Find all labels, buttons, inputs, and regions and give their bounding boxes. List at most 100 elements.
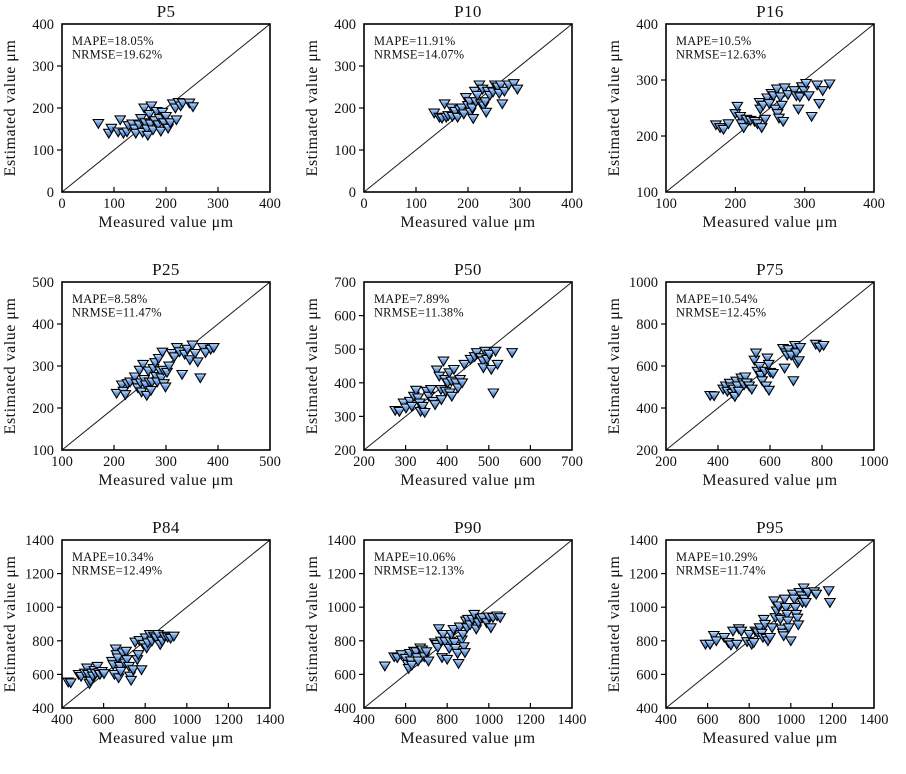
data-point-marker — [485, 364, 498, 376]
y-tick-label: 600 — [636, 359, 658, 375]
y-tick-label: 1400 — [629, 533, 658, 549]
y-tick-label: 1400 — [327, 533, 356, 549]
data-point-marker — [141, 130, 154, 142]
data-point-marker — [511, 84, 524, 95]
x-axis-label: Measured value μm — [400, 472, 535, 489]
x-tick-label: 400 — [707, 454, 729, 470]
x-tick-label: 200 — [655, 454, 677, 470]
data-point-marker — [458, 359, 471, 371]
data-point-marker — [743, 629, 756, 641]
data-point-marker — [451, 648, 464, 660]
x-tick-label: 800 — [436, 712, 458, 728]
x-axis-label: Measured value μm — [400, 730, 535, 747]
data-point-marker — [762, 359, 775, 371]
data-point-marker — [494, 613, 507, 624]
x-tick-label: 400 — [207, 454, 229, 470]
data-points — [92, 98, 200, 142]
data-point-marker — [159, 382, 172, 393]
data-point-marker — [823, 79, 836, 90]
data-point-marker — [778, 363, 791, 374]
subplot-p95: 400 600 800 1000 1200 1400 400 600 800 1000 1200 14… — [606, 518, 889, 747]
y-tick-label: 400 — [334, 376, 356, 392]
x-tick-label: 1000 — [860, 454, 889, 470]
data-points — [704, 339, 830, 403]
y-axis: 200 300 400 500 600 700 — [334, 275, 364, 459]
data-point-marker — [777, 116, 790, 128]
data-point-marker — [418, 407, 431, 419]
x-tick-label: 300 — [794, 196, 816, 212]
y-tick-label: 400 — [636, 401, 658, 417]
nrmse-label: NRMSE=12.49% — [72, 564, 162, 578]
data-point-marker — [483, 349, 496, 361]
data-point-marker — [788, 86, 801, 97]
x-tick-label: 300 — [207, 196, 229, 212]
data-point-marker — [397, 398, 410, 409]
data-point-marker — [378, 661, 391, 672]
y-tick-label: 500 — [334, 342, 356, 358]
x-tick-label: 100 — [405, 196, 427, 212]
data-point-marker — [424, 385, 438, 396]
x-tick-label: 600 — [395, 712, 417, 728]
y-tick-label: 700 — [334, 275, 356, 291]
x-tick-label: 400 — [259, 196, 281, 212]
data-point-marker — [126, 665, 140, 676]
y-tick-label: 300 — [334, 59, 356, 75]
data-point-marker — [778, 83, 791, 94]
y-tick-label: 600 — [636, 667, 658, 683]
subplot-p16: 100 200 300 400 100 200 300 400 P16 Measured valu… — [606, 2, 885, 231]
data-point-marker — [159, 111, 173, 123]
subplot-title: P90 — [454, 518, 482, 537]
data-point-marker — [479, 97, 492, 108]
data-point-marker — [64, 678, 77, 689]
subplot-title: P84 — [152, 518, 180, 537]
data-point-marker — [155, 373, 168, 384]
data-point-marker — [802, 91, 815, 102]
data-point-marker — [489, 346, 502, 358]
data-point-marker — [496, 99, 509, 110]
data-point-marker — [428, 400, 442, 411]
data-point-marker — [114, 666, 127, 678]
data-point-marker — [416, 401, 429, 413]
x-tick-label: 0 — [58, 196, 65, 212]
plot-frame — [363, 281, 573, 451]
mape-label: MAPE=10.34% — [72, 550, 154, 564]
data-point-marker — [156, 347, 169, 358]
y-tick-label: 1200 — [629, 567, 658, 583]
x-axis-label: Measured value μm — [702, 472, 837, 489]
x-axis: 0 100 200 300 400 — [58, 187, 281, 212]
data-point-marker — [817, 340, 830, 352]
subplot-title: P95 — [756, 518, 784, 537]
x-axis-label: Measured value μm — [702, 214, 837, 231]
x-axis: 400 600 800 1000 1200 1400 — [51, 703, 285, 728]
data-point-marker — [792, 620, 805, 631]
data-point-marker — [188, 348, 202, 360]
data-point-marker — [124, 675, 138, 687]
data-point-marker — [175, 369, 189, 381]
y-axis: 100 200 300 400 500 — [32, 275, 62, 459]
data-point-marker — [119, 646, 133, 658]
mape-label: MAPE=10.5% — [676, 34, 751, 48]
data-point-marker — [813, 99, 826, 110]
plot-frame — [363, 539, 573, 709]
data-points — [428, 79, 524, 125]
x-axis: 200 400 600 800 1000 — [655, 445, 889, 470]
data-point-marker — [143, 109, 156, 121]
nrmse-label: NRMSE=12.63% — [676, 48, 766, 62]
x-tick-label: 400 — [863, 196, 885, 212]
data-point-marker — [793, 92, 806, 103]
y-tick-label: 200 — [32, 101, 54, 117]
x-tick-label: 800 — [134, 712, 156, 728]
data-point-marker — [186, 340, 199, 351]
data-point-marker — [765, 623, 779, 634]
nrmse-label: NRMSE=14.07% — [374, 48, 464, 62]
data-point-marker — [91, 661, 104, 673]
data-point-marker — [787, 594, 801, 605]
y-axis: 400 600 800 1000 1200 1400 — [327, 533, 364, 717]
data-point-marker — [144, 385, 158, 397]
y-tick-label: 100 — [32, 143, 54, 159]
data-point-marker — [757, 614, 770, 626]
y-axis-label: Estimated value μm — [304, 556, 321, 693]
y-tick-label: 1200 — [327, 567, 356, 583]
data-point-marker — [756, 100, 770, 112]
data-point-marker — [781, 616, 795, 627]
